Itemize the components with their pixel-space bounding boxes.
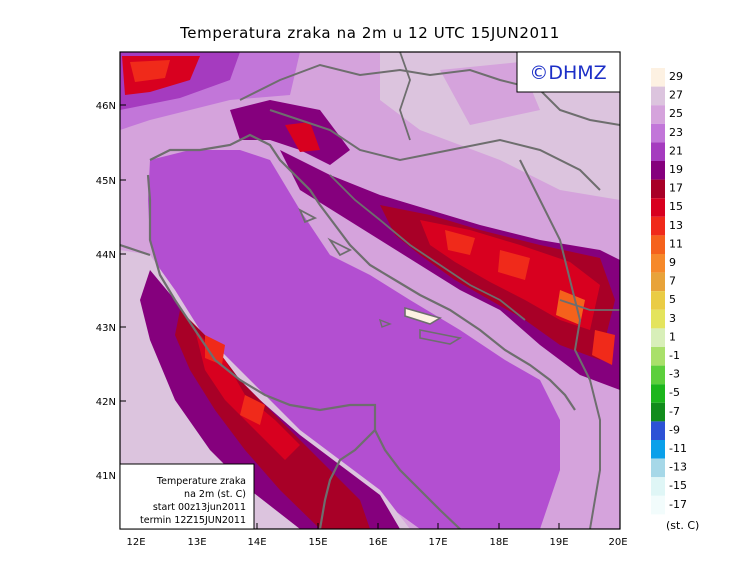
- colorbar-swatch: [651, 216, 665, 236]
- colorbar-swatch: [651, 347, 665, 366]
- colorbar: 29 27 25 23 21 19 17 15 13 11 9 7 5 3 1 -1 -3 -5 -7 -9 -11 -1…: [651, 68, 687, 515]
- dhmz-logo: ©DHMZ: [516, 51, 621, 93]
- colorbar-swatch: [651, 161, 665, 180]
- colorbar-tick-label: -9: [669, 423, 680, 436]
- colorbar-swatch: [651, 123, 665, 143]
- info-box: Temperature zraka na 2m (st. C) start 00…: [119, 463, 255, 530]
- info-line-4: termin 12Z15JUN2011: [140, 515, 246, 526]
- dhmz-logo-text: ©DHMZ: [529, 62, 606, 84]
- colorbar-tick-label: 9: [669, 256, 676, 269]
- colorbar-tick-label: -7: [669, 405, 680, 418]
- colorbar-tick-label: 5: [669, 293, 676, 306]
- colorbar-tick-label: 7: [669, 275, 676, 288]
- map-title: Temperatura zraka na 2m u 12 UTC 15JUN20…: [180, 24, 560, 42]
- colorbar-tick-label: 29: [669, 70, 683, 83]
- info-line-3: start 00z13jun2011: [153, 502, 246, 513]
- colorbar-tick-label: -13: [669, 461, 687, 474]
- colorbar-tick-label: 23: [669, 126, 683, 139]
- colorbar-tick-label: 13: [669, 219, 683, 232]
- lat-label-45n: 45N: [96, 176, 116, 187]
- colorbar-swatch: [651, 291, 665, 310]
- colorbar-swatch: [651, 86, 665, 106]
- lon-label-16e: 16E: [368, 537, 387, 548]
- colorbar-unit: (st. C): [666, 519, 699, 532]
- colorbar-tick-label: 1: [669, 330, 676, 343]
- colorbar-swatch: [651, 179, 665, 199]
- colorbar-tick-label: -17: [669, 498, 687, 511]
- lon-label-12e: 12E: [126, 537, 145, 548]
- lon-label-13e: 13E: [187, 537, 206, 548]
- lon-label-20e: 20E: [608, 537, 627, 548]
- lon-label-17e: 17E: [428, 537, 447, 548]
- lat-label-41n: 41N: [96, 471, 116, 482]
- lon-label-18e: 18E: [489, 537, 508, 548]
- colorbar-swatch: [651, 309, 665, 329]
- colorbar-swatch: [651, 105, 665, 124]
- colorbar-tick-label: 27: [669, 89, 683, 102]
- colorbar-tick-label: -1: [669, 349, 680, 362]
- colorbar-swatch: [651, 458, 665, 478]
- lat-label-43n: 43N: [96, 323, 116, 334]
- colorbar-swatch: [651, 68, 665, 87]
- colorbar-swatch: [651, 421, 665, 440]
- colorbar-swatch: [651, 142, 665, 161]
- colorbar-tick-label: 17: [669, 182, 683, 195]
- lat-label-46n: 46N: [96, 101, 116, 112]
- lon-label-14e: 14E: [247, 537, 266, 548]
- colorbar-swatch: [651, 235, 665, 254]
- colorbar-swatch: [651, 440, 665, 459]
- colorbar-tick-label: 21: [669, 144, 683, 157]
- colorbar-swatch: [651, 254, 665, 273]
- info-line-1: Temperature zraka: [156, 476, 246, 487]
- colorbar-swatch: [651, 198, 665, 217]
- colorbar-swatch: [651, 365, 665, 385]
- colorbar-tick-label: 15: [669, 200, 683, 213]
- colorbar-tick-label: 25: [669, 107, 683, 120]
- lat-label-42n: 42N: [96, 397, 116, 408]
- colorbar-swatch: [651, 384, 665, 403]
- colorbar-tick-label: 11: [669, 237, 683, 250]
- colorbar-tick-label: 19: [669, 163, 683, 176]
- lon-label-19e: 19E: [549, 537, 568, 548]
- colorbar-tick-label: -15: [669, 479, 687, 492]
- colorbar-swatch: [651, 402, 665, 422]
- map-field: [120, 52, 620, 529]
- colorbar-swatch: [651, 495, 665, 515]
- colorbar-swatch: [651, 272, 665, 292]
- colorbar-tick-label: -11: [669, 442, 687, 455]
- colorbar-tick-label: -3: [669, 368, 680, 381]
- lon-label-15e: 15E: [308, 537, 327, 548]
- colorbar-swatch: [651, 477, 665, 496]
- colorbar-tick-label: 3: [669, 312, 676, 325]
- info-line-2: na 2m (st. C): [184, 489, 246, 500]
- colorbar-tick-label: -5: [669, 386, 680, 399]
- lat-label-44n: 44N: [96, 250, 116, 261]
- colorbar-swatch: [651, 328, 665, 347]
